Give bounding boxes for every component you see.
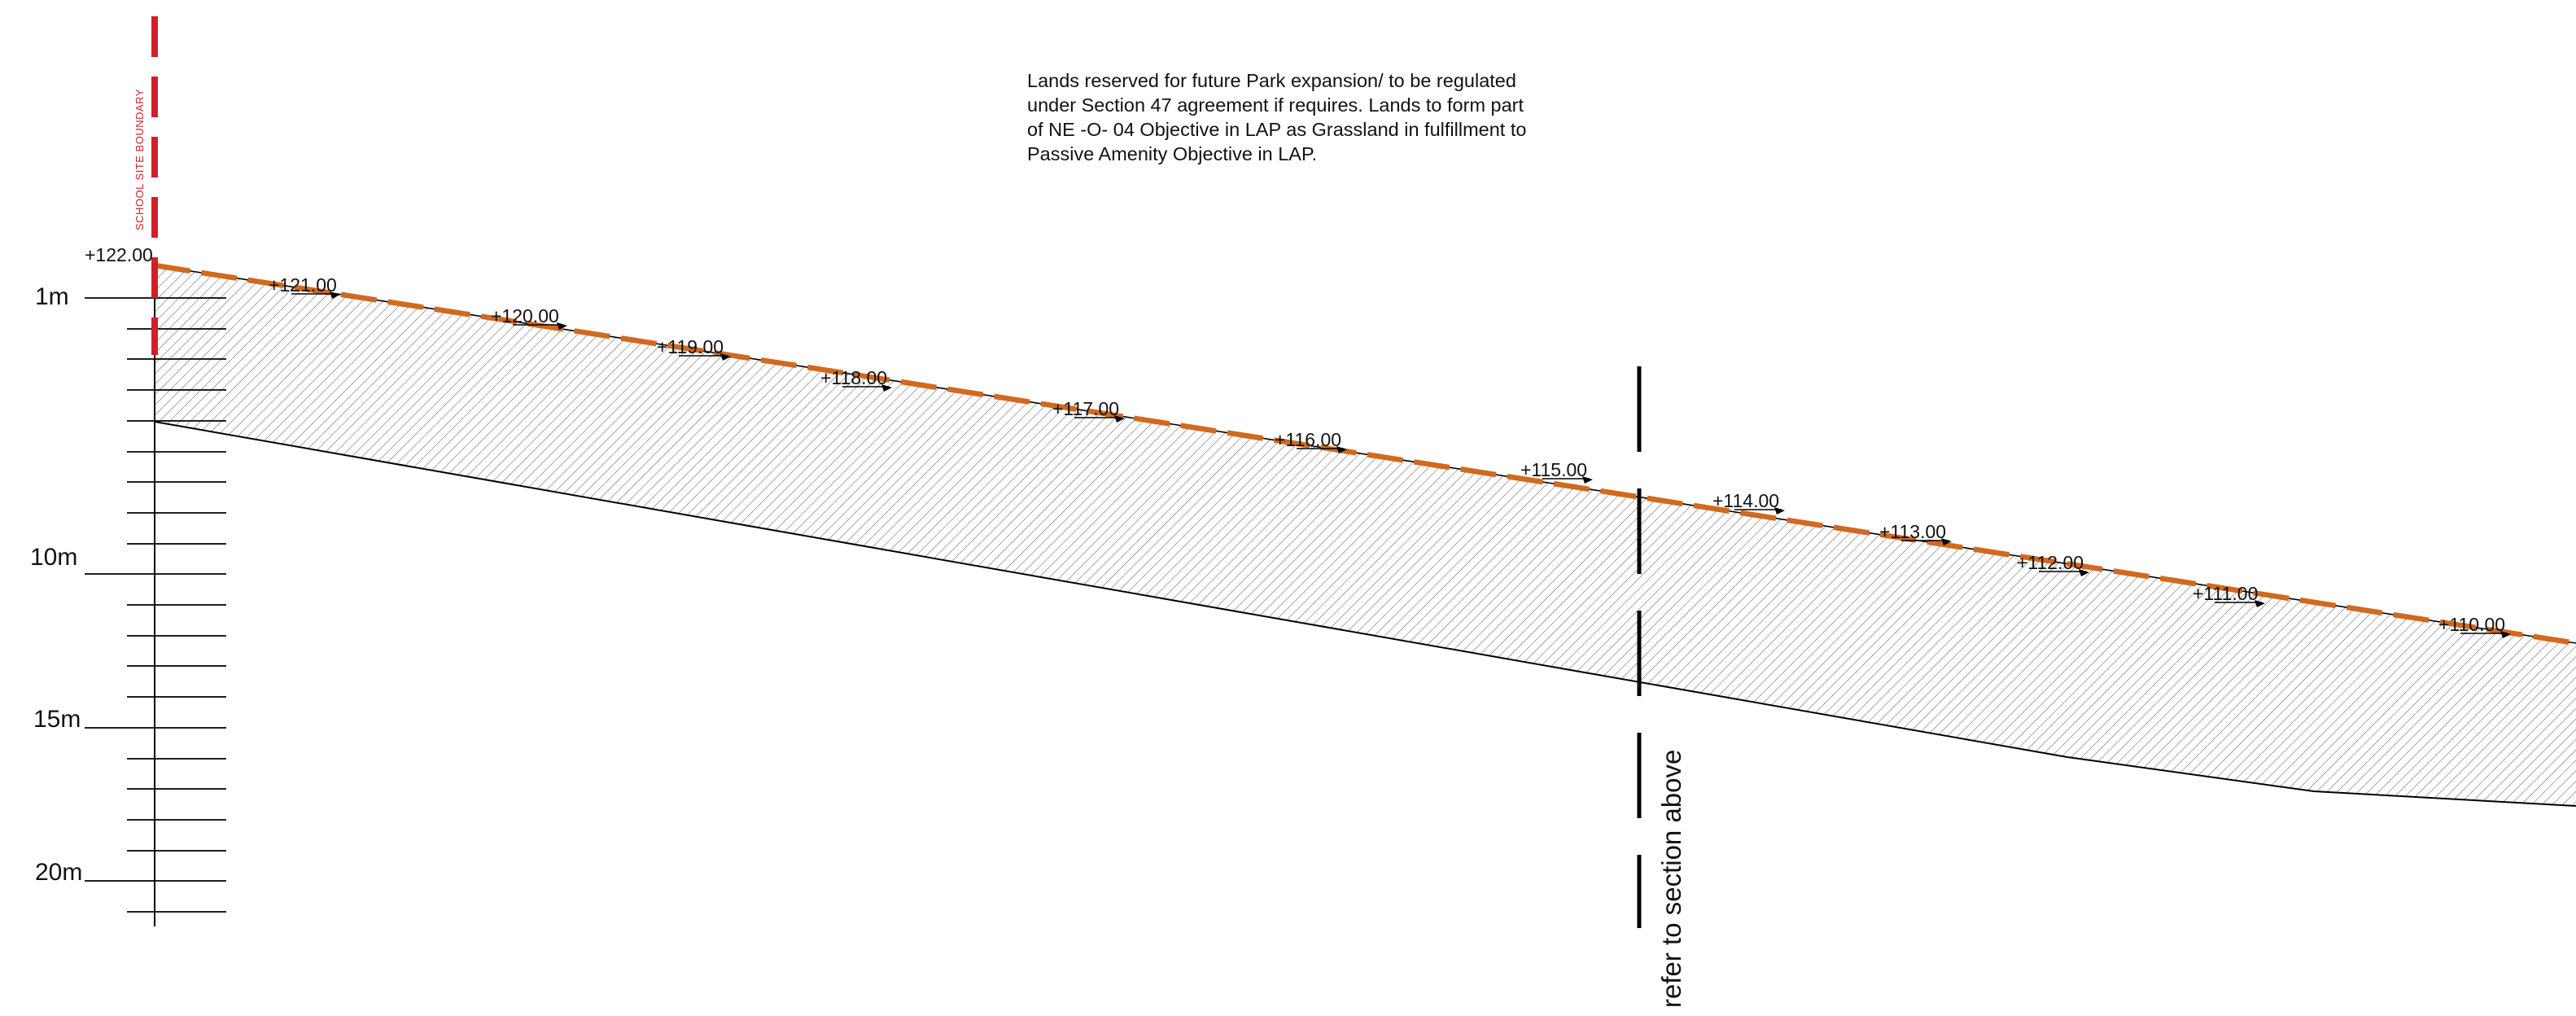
- bottom-profile-line: [154, 421, 2576, 807]
- level-marker-113: +113.00: [1879, 521, 1952, 545]
- annotation-line: Passive Amenity Objective in LAP.: [1027, 143, 1318, 164]
- annotation-line: under Section 47 agreement if requires. …: [1027, 94, 1524, 116]
- level-marker-111: +111.00: [2193, 583, 2265, 607]
- svg-text:+112.00: +112.00: [2017, 552, 2084, 573]
- level-marker-118: +118.00: [820, 367, 892, 392]
- svg-text:+122.00: +122.00: [85, 244, 153, 265]
- svg-text:+118.00: +118.00: [820, 367, 887, 388]
- land-use-annotation: Lands reserved for future Park expansion…: [1027, 68, 1662, 166]
- level-marker-119: +119.00: [657, 336, 731, 361]
- scale-label-10m: 10m: [30, 544, 77, 571]
- school-site-boundary-label: SCHOOL SITE BOUNDARY: [133, 89, 146, 230]
- svg-text:+117.00: +117.00: [1052, 398, 1119, 419]
- annotation-line: of NE -O- 04 Objective in LAP as Grassla…: [1027, 119, 1527, 140]
- svg-text:+120.00: +120.00: [491, 305, 559, 326]
- level-marker-110: +110.00: [2438, 614, 2511, 638]
- level-marker-122: +122.00: [85, 244, 153, 265]
- annotation-line: Lands reserved for future Park expansion…: [1027, 70, 1516, 91]
- svg-text:+110.00: +110.00: [2438, 614, 2505, 635]
- svg-text:+116.00: +116.00: [1275, 429, 1341, 450]
- level-marker-121: +121.00: [269, 274, 340, 299]
- scale-ticks: [85, 297, 226, 913]
- svg-text:+113.00: +113.00: [1879, 521, 1946, 542]
- level-marker-114: +114.00: [1712, 490, 1785, 515]
- level-marker-112: +112.00: [2017, 552, 2089, 576]
- scale-label-20m: 20m: [35, 859, 82, 886]
- svg-text:+115.00: +115.00: [1520, 459, 1587, 480]
- svg-text:+119.00: +119.00: [657, 336, 724, 357]
- scale-label-15m: 15m: [33, 706, 81, 733]
- svg-text:+114.00: +114.00: [1712, 490, 1779, 511]
- scale-label-1m: 1m: [35, 283, 69, 310]
- level-marker-120: +120.00: [491, 305, 567, 330]
- level-marker-116: +116.00: [1275, 429, 1347, 453]
- svg-text:+111.00: +111.00: [2193, 583, 2258, 604]
- level-marker-117: +117.00: [1052, 398, 1125, 423]
- svg-text:+121.00: +121.00: [269, 274, 337, 296]
- ground-hatch: [155, 265, 2576, 806]
- level-annotations: +122.00 +121.00 +120.00 +119.00 +118.00 …: [85, 244, 2511, 638]
- section-reference-label: refer to section above: [1656, 750, 1686, 1008]
- proposed-ground-line: [154, 262, 2576, 646]
- level-marker-115: +115.00: [1520, 459, 1593, 484]
